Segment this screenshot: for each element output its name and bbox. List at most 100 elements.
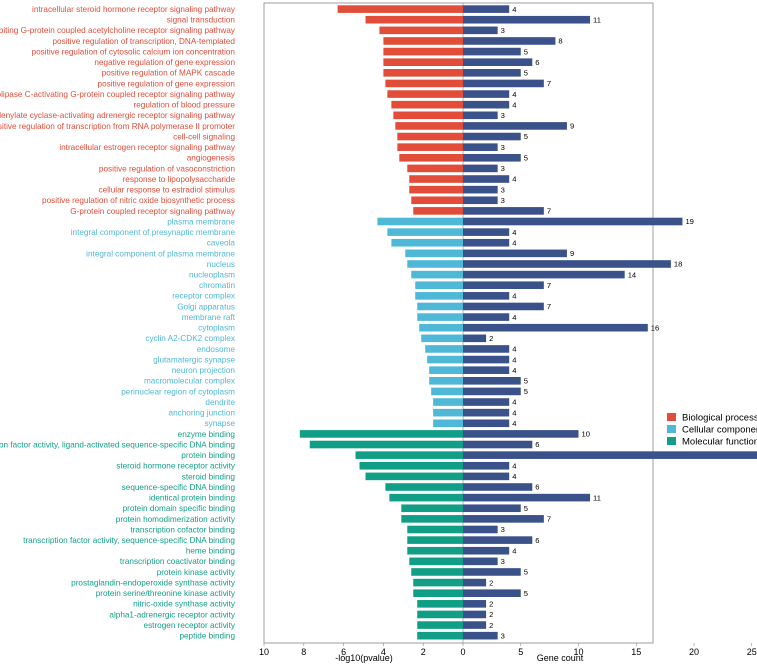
term-label: integral component of plasma membrane — [86, 249, 235, 258]
count-label: 5 — [524, 153, 528, 162]
term-label: cytoplasm — [198, 324, 235, 333]
pvalue-bar — [413, 578, 463, 587]
count-bar — [463, 100, 510, 109]
pvalue-bar — [415, 292, 463, 300]
pvalue-bar — [407, 260, 463, 268]
count-bar — [463, 175, 510, 183]
term-label: sequence-specific DNA binding — [122, 483, 236, 492]
count-bar — [463, 249, 567, 258]
count-label: 6 — [535, 58, 539, 67]
term-label: phospholipase C-activating G-protein cou… — [0, 90, 236, 99]
count-label: 5 — [524, 47, 528, 56]
count-label: 3 — [501, 525, 505, 534]
pvalue-bar — [433, 419, 463, 428]
pvalue-bar — [413, 207, 463, 215]
count-label: 5 — [524, 504, 528, 513]
term-label: Golgi apparatus — [177, 302, 235, 311]
left-axis-tick: 4 — [381, 647, 386, 657]
term-label: endosome — [197, 345, 236, 354]
pvalue-bar — [425, 345, 463, 353]
count-bar — [463, 557, 498, 566]
pvalue-bar — [411, 270, 463, 279]
pvalue-bar — [417, 631, 463, 640]
pvalue-bar — [397, 132, 463, 141]
term-label: protein serine/threonine kinase activity — [96, 589, 236, 598]
count-label: 4 — [512, 546, 516, 555]
count-bar — [463, 578, 487, 587]
count-label: 3 — [501, 143, 505, 152]
term-label: positive regulation of transcription fro… — [0, 122, 235, 131]
count-label: 3 — [501, 26, 505, 35]
count-label: 5 — [524, 387, 528, 396]
count-bar — [463, 536, 533, 544]
pvalue-bar — [385, 483, 463, 491]
term-label: caveola — [207, 239, 236, 248]
pvalue-bar — [433, 398, 463, 406]
term-label: signal transduction — [167, 16, 236, 25]
count-bar — [463, 132, 521, 141]
count-bar — [463, 270, 625, 279]
count-label: 4 — [512, 461, 516, 470]
term-label: positive regulation of cytosolic calcium… — [32, 47, 236, 56]
count-label: 4 — [512, 292, 516, 301]
count-bar — [463, 589, 521, 597]
term-label: chromatin — [199, 281, 235, 290]
term-label: identical protein binding — [149, 494, 235, 503]
count-bar — [463, 111, 498, 120]
term-label: prostaglandin-endoperoxide synthase acti… — [71, 578, 236, 587]
term-label: positive regulation of nitric oxide bios… — [42, 196, 235, 205]
count-label: 4 — [512, 398, 516, 407]
count-bar — [463, 313, 510, 321]
count-label: 2 — [489, 578, 493, 587]
pvalue-bar — [299, 430, 463, 438]
term-label: positive regulation of MAPK cascade — [102, 69, 236, 78]
term-label: regulation of blood pressure — [133, 101, 235, 110]
count-bar — [463, 153, 521, 162]
count-bar — [463, 323, 648, 332]
count-label: 4 — [512, 366, 516, 375]
pvalue-bar — [337, 5, 463, 13]
count-bar — [463, 461, 510, 470]
count-label: 16 — [651, 323, 659, 332]
pvalue-bar — [417, 621, 463, 629]
pvalue-bar — [431, 387, 463, 396]
count-bar — [463, 58, 533, 66]
term-label: transcription factor activity, sequence-… — [23, 536, 235, 545]
count-label: 3 — [501, 164, 505, 173]
pvalue-bar — [383, 37, 463, 45]
count-label: 19 — [685, 217, 693, 226]
count-bar — [463, 515, 544, 523]
count-label: 11 — [593, 15, 601, 24]
term-label: protein kinase activity — [157, 568, 236, 577]
pvalue-bar — [411, 196, 463, 205]
count-label: 4 — [512, 419, 516, 428]
term-label: macromolecular complex — [144, 377, 235, 386]
pvalue-bar — [359, 461, 463, 470]
pvalue-bar — [409, 175, 463, 183]
count-label: 3 — [501, 196, 505, 205]
count-label: 2 — [489, 600, 493, 609]
count-bar — [463, 122, 567, 130]
term-label: G-protein coupled receptor signaling pat… — [70, 207, 236, 216]
legend-label-bp: Biological process — [682, 413, 757, 424]
count-bar — [463, 47, 521, 56]
term-label: cellular response to estradiol stimulus — [98, 186, 235, 195]
pvalue-bar — [419, 323, 463, 332]
pvalue-bar — [383, 69, 463, 77]
count-label: 4 — [512, 355, 516, 364]
count-bar — [463, 79, 544, 88]
pvalue-bar — [407, 164, 463, 173]
right-axis-title: Gene count — [537, 653, 584, 663]
count-label: 4 — [512, 345, 516, 354]
term-label: intracellular estrogen receptor signalin… — [59, 143, 236, 152]
right-axis-tick: 25 — [747, 647, 757, 657]
left-axis-tick: 10 — [259, 647, 269, 657]
count-label: 2 — [489, 610, 493, 619]
left-axis-tick: 0 — [460, 647, 465, 657]
count-bar — [463, 377, 521, 385]
term-label: transcription factor activity, ligand-ac… — [0, 440, 235, 449]
count-label: 4 — [512, 5, 516, 14]
pvalue-bar — [417, 610, 463, 619]
term-label: positive regulation of transcription, DN… — [53, 37, 236, 46]
